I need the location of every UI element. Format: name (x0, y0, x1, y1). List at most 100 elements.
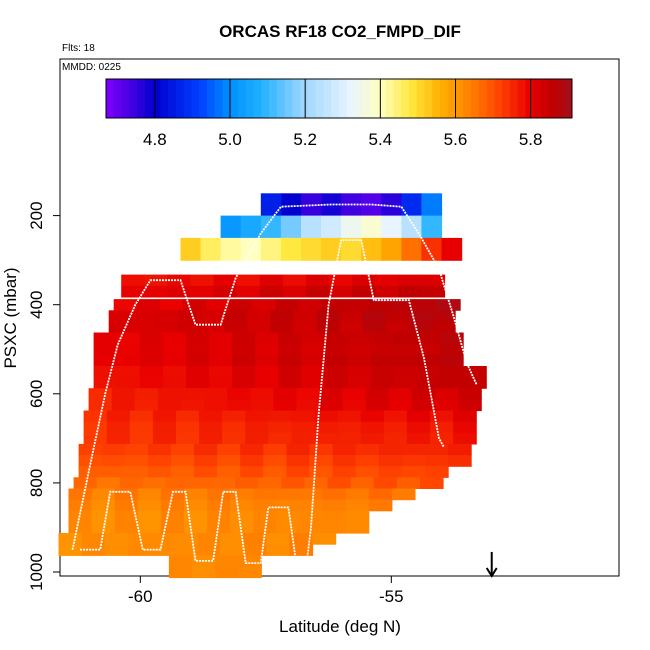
heatmap-cell (78, 443, 103, 456)
heatmap-cell (83, 421, 108, 434)
heatmap-cell (209, 332, 233, 345)
heatmap-cell (266, 533, 290, 545)
heatmap-cell (324, 332, 349, 345)
colorbar-segment (346, 79, 356, 118)
heatmap-cell (220, 544, 244, 556)
heatmap-cell (301, 354, 326, 367)
heatmap-cell (278, 332, 303, 345)
heatmap-cell (204, 388, 228, 400)
heatmap-cell (286, 455, 311, 467)
heatmap-cell (342, 399, 367, 412)
heatmap-cell (129, 421, 154, 434)
heatmap-cell (139, 332, 164, 345)
heatmap-cell (154, 310, 179, 322)
colorbar-segment (533, 79, 542, 118)
heatmap-cell (321, 237, 342, 261)
heatmap-cell (147, 455, 172, 467)
heatmap-cell (124, 443, 149, 456)
heatmap-cell (278, 366, 303, 378)
heatmap-cell (278, 377, 303, 389)
heatmap-cell (220, 533, 244, 545)
heatmap-cell (327, 477, 352, 489)
heatmap-cell (215, 566, 239, 579)
heatmap-cell (206, 299, 230, 311)
heatmap-cell (252, 299, 276, 311)
colorbar-segment (269, 79, 278, 118)
heatmap-cell (209, 343, 233, 356)
heatmap-cell (360, 410, 385, 423)
heatmap-cell (322, 521, 347, 534)
heatmap-cell (101, 455, 126, 467)
heatmap-cell (111, 388, 136, 400)
heatmap-cell (381, 215, 402, 239)
heatmap-cell (385, 321, 410, 334)
heatmap-cell (113, 299, 138, 311)
heatmap-cell (250, 388, 274, 400)
heatmap-cell (93, 377, 118, 389)
heatmap-cell (199, 410, 223, 423)
heatmap-cell (301, 332, 326, 345)
heatmap-cell (355, 455, 380, 467)
heatmap-cell (129, 410, 154, 423)
heatmap-cell (207, 488, 231, 501)
heatmap-cell (360, 421, 385, 434)
heatmap-cell (104, 533, 129, 545)
heatmap-cell (365, 399, 390, 412)
heatmap-cell (281, 477, 306, 489)
colorbar-segment (261, 79, 270, 118)
heatmap-cell (232, 366, 256, 378)
colorbar-segment (548, 79, 557, 118)
heatmap-cell (388, 388, 413, 400)
heatmap-cell (289, 533, 314, 545)
heatmap-cell (280, 215, 302, 239)
heatmap-cell (68, 488, 93, 501)
heatmap-cell (416, 332, 441, 345)
heatmap-cell (68, 499, 93, 512)
heatmap-cell (319, 399, 344, 412)
heatmap-cell (368, 488, 393, 501)
heatmap-cell (329, 274, 353, 287)
colorbar-segment (175, 79, 185, 118)
x-axis-label: Latitude (deg N) (279, 617, 401, 636)
heatmap-cell (370, 366, 395, 378)
heatmap-cell (253, 499, 277, 512)
heatmap-cell (352, 274, 376, 287)
heatmap-cell (293, 310, 318, 322)
heatmap-cell (378, 455, 403, 467)
heatmap-cell (391, 488, 416, 501)
heatmap-cell (266, 544, 290, 556)
heatmap-cell (275, 299, 300, 311)
heatmap-cell (124, 466, 149, 478)
heatmap-cell (114, 488, 139, 501)
heatmap-cell (101, 466, 126, 478)
heatmap-cell (345, 510, 370, 523)
heatmap-cell (167, 285, 192, 298)
x-tick-label: -55 (379, 587, 404, 606)
heatmap-cell (116, 366, 141, 378)
heatmap-cell (116, 377, 141, 389)
heatmap-cell (309, 443, 334, 456)
heatmap-cell (178, 310, 202, 322)
heatmap-cell (342, 388, 367, 400)
heatmap-cell (240, 215, 262, 239)
heatmap-cell (347, 343, 372, 356)
heatmap-cell (147, 443, 172, 456)
heatmap-cell (368, 499, 393, 512)
heatmap-cell (378, 443, 403, 456)
heatmap-cell (291, 421, 316, 434)
heatmap-cell (413, 299, 438, 311)
heatmap-cell (270, 310, 294, 322)
heatmap-cell (230, 488, 254, 501)
heatmap-cell (227, 399, 251, 412)
colorbar-segment (144, 79, 154, 118)
heatmap-cell (121, 274, 145, 287)
heatmap-cell (58, 533, 83, 545)
colorbar-segment (339, 79, 348, 118)
heatmap-cell (116, 343, 141, 356)
heatmap-cell (458, 388, 482, 400)
colorbar-segment (447, 79, 456, 118)
heatmap-cell (362, 321, 387, 334)
y-axis-label: PSXC (mbar) (1, 267, 20, 368)
flights-label: Flts: 18 (62, 43, 95, 54)
heatmap-cell (68, 510, 93, 523)
